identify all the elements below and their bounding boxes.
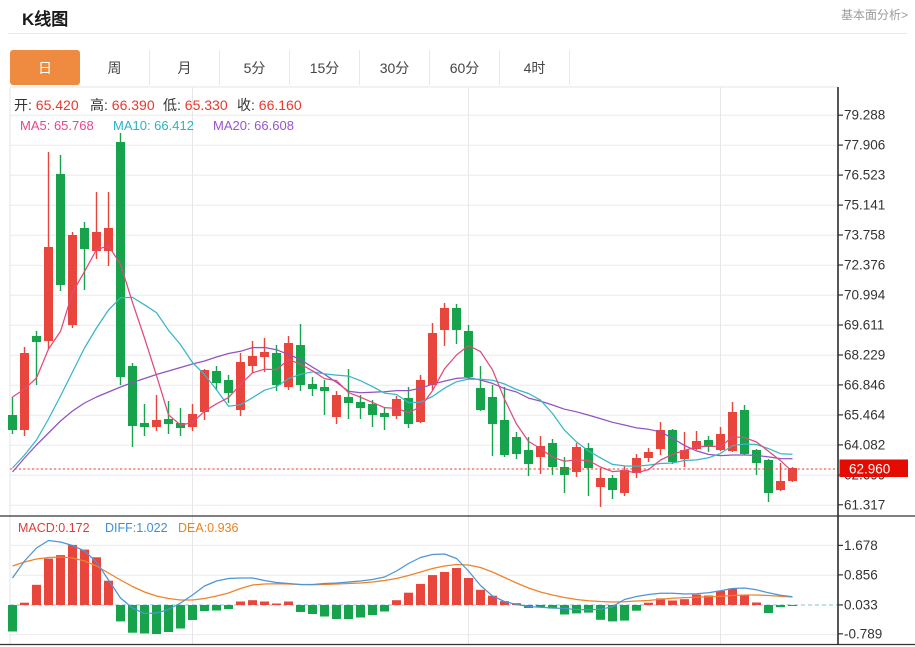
svg-text:77.906: 77.906 (844, 138, 885, 153)
svg-text:68.229: 68.229 (844, 348, 885, 363)
svg-text:72.376: 72.376 (844, 258, 885, 273)
svg-text:65.464: 65.464 (844, 407, 886, 422)
svg-text:-0.789: -0.789 (844, 626, 882, 641)
svg-text:64.082: 64.082 (844, 437, 885, 452)
svg-text:62.960: 62.960 (849, 462, 890, 477)
svg-text:1.678: 1.678 (844, 538, 878, 553)
svg-text:61.317: 61.317 (844, 497, 885, 512)
svg-text:0.033: 0.033 (844, 597, 878, 612)
svg-text:70.994: 70.994 (844, 288, 886, 303)
svg-text:76.523: 76.523 (844, 168, 885, 183)
svg-text:66.846: 66.846 (844, 377, 885, 392)
svg-text:75.141: 75.141 (844, 198, 885, 213)
svg-text:73.758: 73.758 (844, 228, 885, 243)
svg-text:0.856: 0.856 (844, 567, 878, 582)
svg-text:79.288: 79.288 (844, 108, 885, 123)
svg-text:69.611: 69.611 (844, 318, 884, 333)
